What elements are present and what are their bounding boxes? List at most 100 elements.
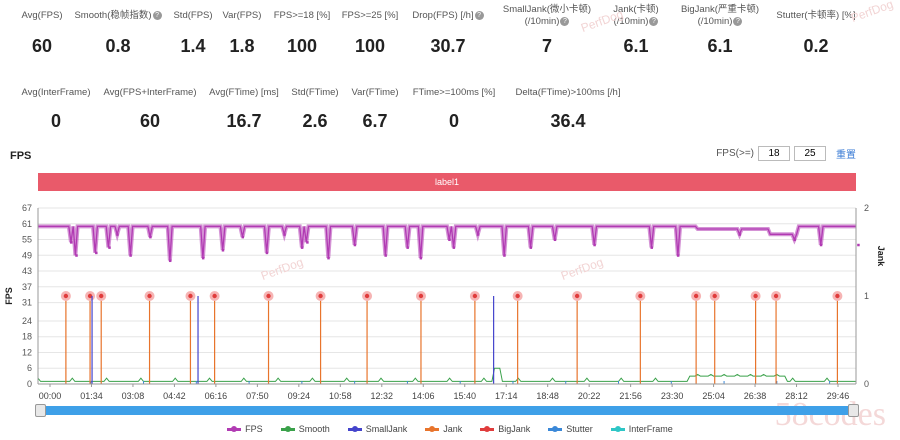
stat-avg-ftime: Avg(FTime) [ms] 16.7	[204, 87, 284, 132]
stat-value: 0	[50, 111, 61, 131]
y-tick-label: 61	[22, 219, 32, 229]
legend-item-smalljank[interactable]: SmallJank	[347, 424, 408, 434]
help-icon[interactable]: ?	[152, 10, 162, 20]
fps-drop-point	[503, 254, 506, 257]
fps-threshold-2-input[interactable]	[794, 146, 826, 161]
fps-drop-point	[95, 251, 98, 255]
fps-drop-point	[419, 256, 423, 260]
legend-swatch	[347, 425, 362, 432]
fps-drop-point	[283, 233, 286, 236]
fps-drop-point	[168, 259, 172, 263]
fps-drop-point	[306, 241, 309, 244]
legend-label: InterFrame	[628, 424, 673, 434]
fps-drop-point	[738, 233, 741, 236]
help-icon[interactable]: ?	[560, 16, 570, 26]
scrollbar-left-handle[interactable]	[35, 404, 46, 417]
x-tick-label: 18:48	[536, 391, 559, 401]
x-tick-label: 28:12	[785, 391, 808, 401]
x-tick-label: 04:42	[163, 391, 186, 401]
chart-title: FPS	[10, 150, 32, 162]
time-range-scrollbar[interactable]	[35, 404, 859, 417]
stat-value: 1.4	[180, 36, 206, 56]
legend-swatch	[548, 425, 563, 432]
stat-avg-fps: Avg(FPS) 60	[14, 10, 70, 57]
stat-label: FTime>=100ms [%]	[412, 87, 496, 98]
legend-item-stutter[interactable]: Stutter	[548, 424, 593, 434]
stat-value: 6.7	[362, 111, 388, 131]
stat-std-ftime: Std(FTime) 2.6	[286, 87, 344, 132]
stat-label: Drop(FPS) [/h]	[412, 10, 474, 21]
y-tick-label: 55	[22, 235, 32, 245]
y-tick-label: 49	[22, 250, 32, 260]
legend-item-smooth[interactable]: Smooth	[280, 424, 330, 434]
fps-drop-point	[149, 235, 152, 239]
x-tick-label: 06:16	[205, 391, 228, 401]
help-icon[interactable]: ?	[474, 10, 484, 20]
x-tick-label: 20:22	[578, 391, 601, 401]
fps-drop-point	[241, 235, 244, 239]
stat-label: SmallJank(微小卡顿) (/10min)	[502, 4, 592, 27]
stat-value: 100	[354, 36, 386, 56]
fps-drop-point	[69, 241, 73, 244]
y-tick-label: 0	[27, 379, 32, 389]
legend-item-bigjank[interactable]: BigJank	[480, 424, 530, 434]
fps-drop-point	[300, 246, 304, 249]
fps-drop-point	[448, 238, 451, 242]
stat-jank: Jank(卡顿) (/10min)? 6.1	[598, 4, 674, 57]
stat-value: 30.7	[430, 36, 466, 56]
bigjank-point	[835, 293, 840, 299]
stat-drop-fps: Drop(FPS) [/h]? 30.7	[408, 10, 488, 57]
legend-item-fps[interactable]: FPS	[227, 424, 263, 434]
bigjank-point	[418, 293, 424, 299]
stat-label: Avg(FTime) [ms]	[209, 87, 279, 98]
y2-axis-title: Jank	[876, 246, 886, 268]
y2-tick-label: 1	[864, 291, 869, 301]
stat-value: 0.2	[803, 36, 829, 56]
fps-filter: FPS(>=) 重置	[716, 146, 856, 161]
legend-label: SmallJank	[365, 424, 408, 434]
x-tick-label: 09:24	[288, 391, 311, 401]
label-bar[interactable]: label1	[38, 173, 856, 191]
y-tick-label: 12	[22, 347, 32, 357]
stat-fps-ge-18: FPS>=18 [%] 100	[268, 10, 336, 57]
reset-button[interactable]: 重置	[836, 150, 856, 161]
stat-smalljank: SmallJank(微小卡顿) (/10min)? 7	[492, 4, 602, 57]
y-tick-label: 31	[22, 298, 32, 308]
watermark: PerfDog	[848, 0, 896, 26]
stat-delta-ftime: Delta(FTime)>100ms [/h] 36.4	[506, 87, 630, 132]
stat-label: Smooth(稳帧指数)	[74, 10, 152, 21]
x-tick-label: 17:14	[495, 391, 518, 401]
y2-tick-label: 2	[864, 203, 869, 213]
y-tick-label: 43	[22, 266, 32, 276]
x-tick-label: 15:40	[453, 391, 476, 401]
legend-label: FPS	[245, 424, 263, 434]
fps-drop-point	[353, 243, 357, 247]
bigjank-point	[318, 293, 323, 299]
stat-var-fps: Var(FPS) 1.8	[215, 10, 269, 57]
stat-var-ftime: Var(FTime) 6.7	[346, 87, 404, 132]
fps-drop-point	[221, 249, 225, 252]
fps-drop-point	[553, 238, 557, 242]
stat-value: 0	[448, 111, 459, 131]
bigjank-point	[99, 293, 104, 299]
bigjank-point	[63, 293, 69, 299]
legend-swatch	[610, 425, 625, 432]
bigjank-point	[693, 293, 699, 299]
bigjank-point	[266, 293, 271, 299]
fps-drop-point	[452, 246, 456, 249]
y-tick-label: 37	[22, 282, 32, 292]
fps-threshold-1-input[interactable]	[758, 146, 790, 161]
legend: FPS Smooth SmallJank Jank BigJank Stutter Inte…	[0, 424, 900, 434]
help-icon[interactable]: ?	[733, 16, 743, 26]
legend-item-interframe[interactable]: InterFrame	[610, 424, 673, 434]
scrollbar-right-handle[interactable]	[848, 404, 859, 417]
fps-drop-point	[676, 254, 680, 257]
stat-ftime-ge-100: FTime>=100ms [%] 0	[408, 87, 500, 132]
legend-item-jank[interactable]: Jank	[425, 424, 462, 434]
fps-drop-point	[201, 256, 205, 260]
help-icon[interactable]: ?	[649, 16, 659, 26]
x-tick-label: 26:38	[744, 391, 767, 401]
stat-label: Avg(FPS+InterFrame)	[103, 87, 197, 98]
x-tick-label: 29:46	[827, 391, 850, 401]
